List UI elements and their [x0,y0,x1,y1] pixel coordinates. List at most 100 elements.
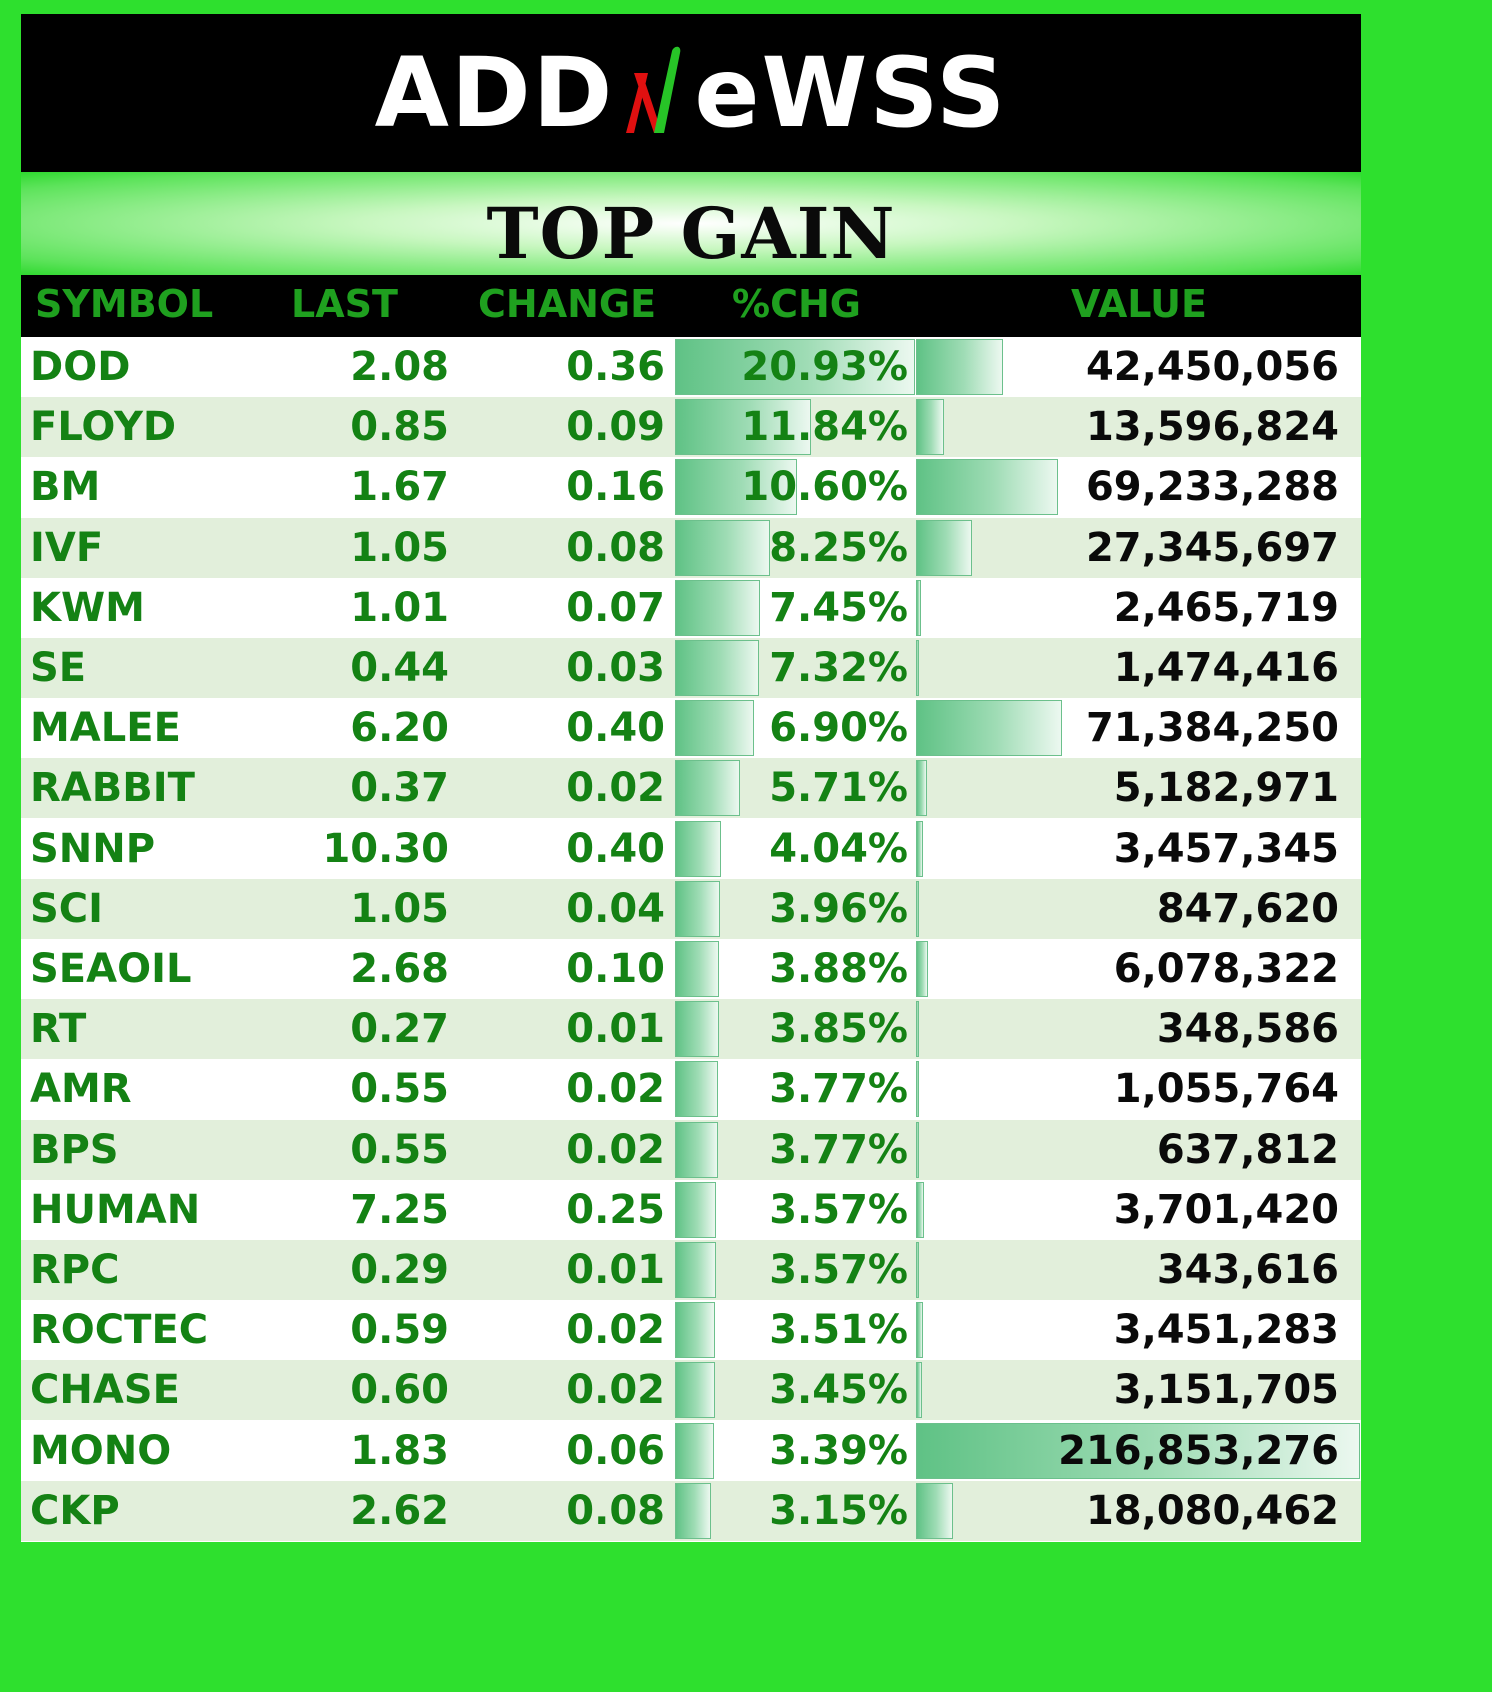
value-cell: 42,450,056 [1085,344,1339,390]
pct-change-cell: 3.39% [769,1427,908,1474]
value-cell: 3,451,283 [1113,1307,1339,1354]
value-bar [916,1422,1360,1479]
last-price-cell: 1.83 [350,1427,449,1474]
value-cell: 71,384,250 [1085,705,1339,752]
value-bar [916,1061,919,1118]
symbol-cell: SNNP [30,825,156,872]
pct-change-bar [675,700,755,757]
symbol-cell: RPC [30,1247,120,1293]
value-cell: 3,151,705 [1113,1367,1339,1414]
value-cell: 18,080,462 [1085,1487,1339,1534]
last-price-cell: 0.44 [350,645,449,691]
last-price-cell: 1.67 [350,464,449,511]
change-cell: 0.07 [566,584,665,631]
pct-change-bar [675,1362,715,1419]
value-bar [916,1302,924,1359]
value-cell: 2,465,719 [1113,584,1339,631]
table-row: BM 1.67 0.16 10.60% 69,233,288 [21,457,1361,518]
value-bar [916,519,972,576]
change-cell: 0.02 [566,765,665,812]
last-price-cell: 0.27 [350,1006,449,1053]
symbol-cell: SE [30,645,87,691]
pct-change-cell: 3.45% [769,1367,908,1414]
change-cell: 0.40 [566,705,665,752]
pct-change-cell: 3.15% [769,1487,908,1534]
last-price-cell: 1.05 [350,885,449,932]
value-bar [916,1001,919,1058]
pct-change-bar [675,399,811,456]
table-row: SNNP 10.30 0.40 4.04% 3,457,345 [21,818,1361,879]
change-cell: 0.02 [566,1066,665,1113]
title-band: TOP GAIN [21,172,1361,275]
symbol-cell: DOD [30,344,131,390]
symbol-cell: AMR [30,1066,132,1113]
last-price-cell: 0.55 [350,1066,449,1113]
pct-change-bar [675,640,759,696]
pct-change-bar [675,459,797,516]
change-cell: 0.04 [566,885,665,932]
change-cell: 0.08 [566,1487,665,1534]
value-bar [916,760,927,817]
pct-change-cell: 8.25% [769,524,908,571]
last-price-cell: 0.60 [350,1367,449,1414]
change-cell: 0.16 [566,464,665,511]
symbol-cell: MALEE [30,705,181,752]
pct-change-cell: 6.90% [769,705,908,752]
last-price-cell: 0.29 [350,1247,449,1293]
pct-change-bar [675,820,722,877]
table-row: KWM 1.01 0.07 7.45% 2,465,719 [21,577,1361,638]
pct-change-bar [675,1482,712,1539]
pct-change-cell: 7.45% [769,584,908,631]
table-row: CHASE 0.60 0.02 3.45% 3,151,705 [21,1360,1361,1421]
table-row: MALEE 6.20 0.40 6.90% 71,384,250 [21,698,1361,759]
change-cell: 0.02 [566,1307,665,1354]
table-header: SYMBOL LAST CHANGE %CHG VALUE [21,275,1361,337]
value-bar [916,1181,924,1238]
value-bar [916,459,1058,516]
table-row: SCI 1.05 0.04 3.96% 847,620 [21,878,1361,939]
pct-change-bar [675,941,720,997]
table-row: FLOYD 0.85 0.09 11.84% 13,596,824 [21,397,1361,458]
addnewss-logo: ADD eWSS [375,33,1008,153]
table-row: ROCTEC 0.59 0.02 3.51% 3,451,283 [21,1300,1361,1361]
pct-change-cell: 20.93% [741,344,908,390]
value-bar [916,700,1063,757]
value-cell: 216,853,276 [1058,1427,1339,1474]
last-price-cell: 6.20 [350,705,449,752]
pct-change-cell: 3.77% [769,1126,908,1173]
change-cell: 0.09 [566,404,665,451]
symbol-cell: CKP [30,1487,120,1534]
value-bar [916,820,924,877]
pct-change-bar [675,1061,719,1118]
value-bar [916,1121,919,1178]
change-cell: 0.08 [566,524,665,571]
pct-change-bar [675,1242,716,1298]
value-bar [916,880,919,937]
last-price-cell: 0.85 [350,404,449,451]
change-cell: 0.40 [566,825,665,872]
last-price-cell: 0.59 [350,1307,449,1354]
last-price-cell: 10.30 [322,825,449,872]
symbol-cell: CHASE [30,1367,180,1414]
pct-change-bar [675,1121,719,1178]
value-cell: 343,616 [1156,1247,1339,1293]
value-cell: 13,596,824 [1085,404,1339,451]
pct-change-bar [675,1181,716,1238]
change-cell: 0.10 [566,946,665,992]
value-cell: 5,182,971 [1113,765,1339,812]
pct-change-cell: 11.84% [741,404,908,451]
value-bar [916,941,929,997]
last-price-cell: 7.25 [350,1186,449,1233]
value-bar [916,1362,923,1419]
pct-change-bar [675,339,915,395]
pct-change-bar [675,1422,714,1479]
table-row: AMR 0.55 0.02 3.77% 1,055,764 [21,1059,1361,1120]
value-cell: 1,474,416 [1113,645,1339,691]
value-bar [916,1482,954,1539]
pct-change-bar [675,519,770,576]
logo-n-icon [626,46,681,133]
logo-text-right: eWSS [694,37,1008,149]
symbol-cell: RABBIT [30,765,195,812]
logo-bar: ADD eWSS [21,14,1361,172]
header-symbol: SYMBOL [35,282,214,326]
